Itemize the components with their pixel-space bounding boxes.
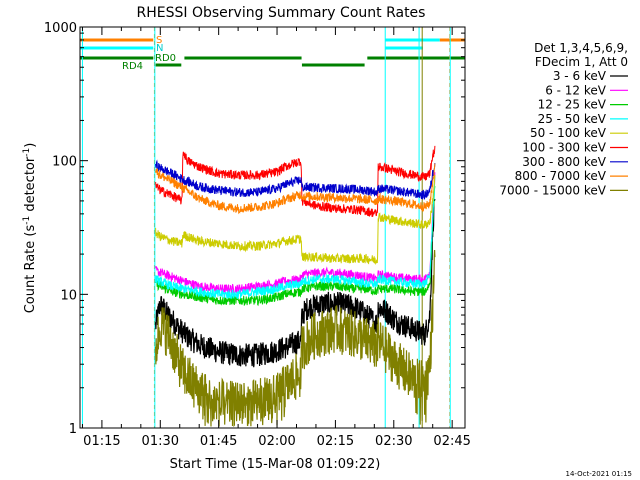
x-tick-label: 02:30: [375, 434, 412, 449]
flag-label: RD4: [122, 61, 143, 72]
series-line-7: [155, 163, 436, 215]
legend-label: 25 - 50 keV: [538, 112, 607, 126]
legend-label: 50 - 100 keV: [530, 126, 607, 140]
observing-flags: SN RD4 RD0: [80, 35, 465, 72]
legend-label: 6 - 12 keV: [545, 83, 607, 97]
series-line-8: [155, 249, 436, 428]
x-tick-label: 01:45: [200, 434, 237, 449]
x-tick-label: 01:30: [142, 434, 179, 449]
legend-header-line: FDecim 1, Att 0: [535, 55, 628, 69]
legend-header-line: Det 1,3,4,5,6,9,: [534, 41, 628, 55]
y-tick-label: 100: [52, 155, 77, 170]
plot-frame: [79, 26, 466, 429]
chart-title: RHESSI Observing Summary Count Rates: [137, 5, 426, 21]
legend-label: 12 - 25 keV: [538, 98, 607, 112]
x-tick-label: 02:45: [433, 434, 470, 449]
y-axis-label: Count Rate (s-1 detector-1): [22, 143, 38, 314]
flag-label: N: [156, 43, 163, 54]
flag-label: S: [156, 35, 162, 46]
y-axis-label-part: detector: [23, 156, 38, 216]
x-tick-label: 02:00: [258, 434, 295, 449]
flag-label: RD0: [155, 53, 176, 64]
y-tick-label: 1: [69, 422, 77, 437]
legend-label: 300 - 800 keV: [522, 155, 606, 169]
x-tick-label: 01:15: [83, 434, 120, 449]
series-line-6: [155, 159, 436, 200]
series-line-4: [155, 174, 436, 265]
y-tick-label: 1000: [44, 21, 77, 36]
legend-label: 7000 - 15000 keV: [499, 183, 606, 197]
y-axis-label-exp: -1: [22, 216, 32, 225]
series-line-3: [155, 177, 436, 300]
x-tick-label: 02:15: [317, 434, 354, 449]
legend-label: 800 - 7000 keV: [515, 169, 607, 183]
series-line-0: [155, 197, 436, 368]
legend: Det 1,3,4,5,6,9, FDecim 1, Att 0 3 - 6 k…: [499, 41, 628, 197]
series-line-2: [155, 186, 436, 307]
y-axis-label-part: Count Rate (s: [23, 225, 38, 314]
series-layer: [155, 145, 436, 428]
x-axis-label: Start Time (15-Mar-08 01:09:22): [170, 457, 381, 472]
legend-label: 100 - 300 keV: [522, 141, 606, 155]
footer-timestamp: 14-Oct-2021 01:15: [566, 470, 632, 478]
y-axis-label-exp: -1: [22, 148, 32, 157]
series-line-5: [155, 145, 436, 218]
y-tick-label: 10: [60, 288, 77, 303]
legend-label: 3 - 6 keV: [553, 69, 607, 83]
y-axis-label-part: ): [23, 143, 38, 148]
axes: 1 10 100 1000 01:15 01:30 01:45 02:00 02:15 02:30…: [44, 21, 471, 449]
